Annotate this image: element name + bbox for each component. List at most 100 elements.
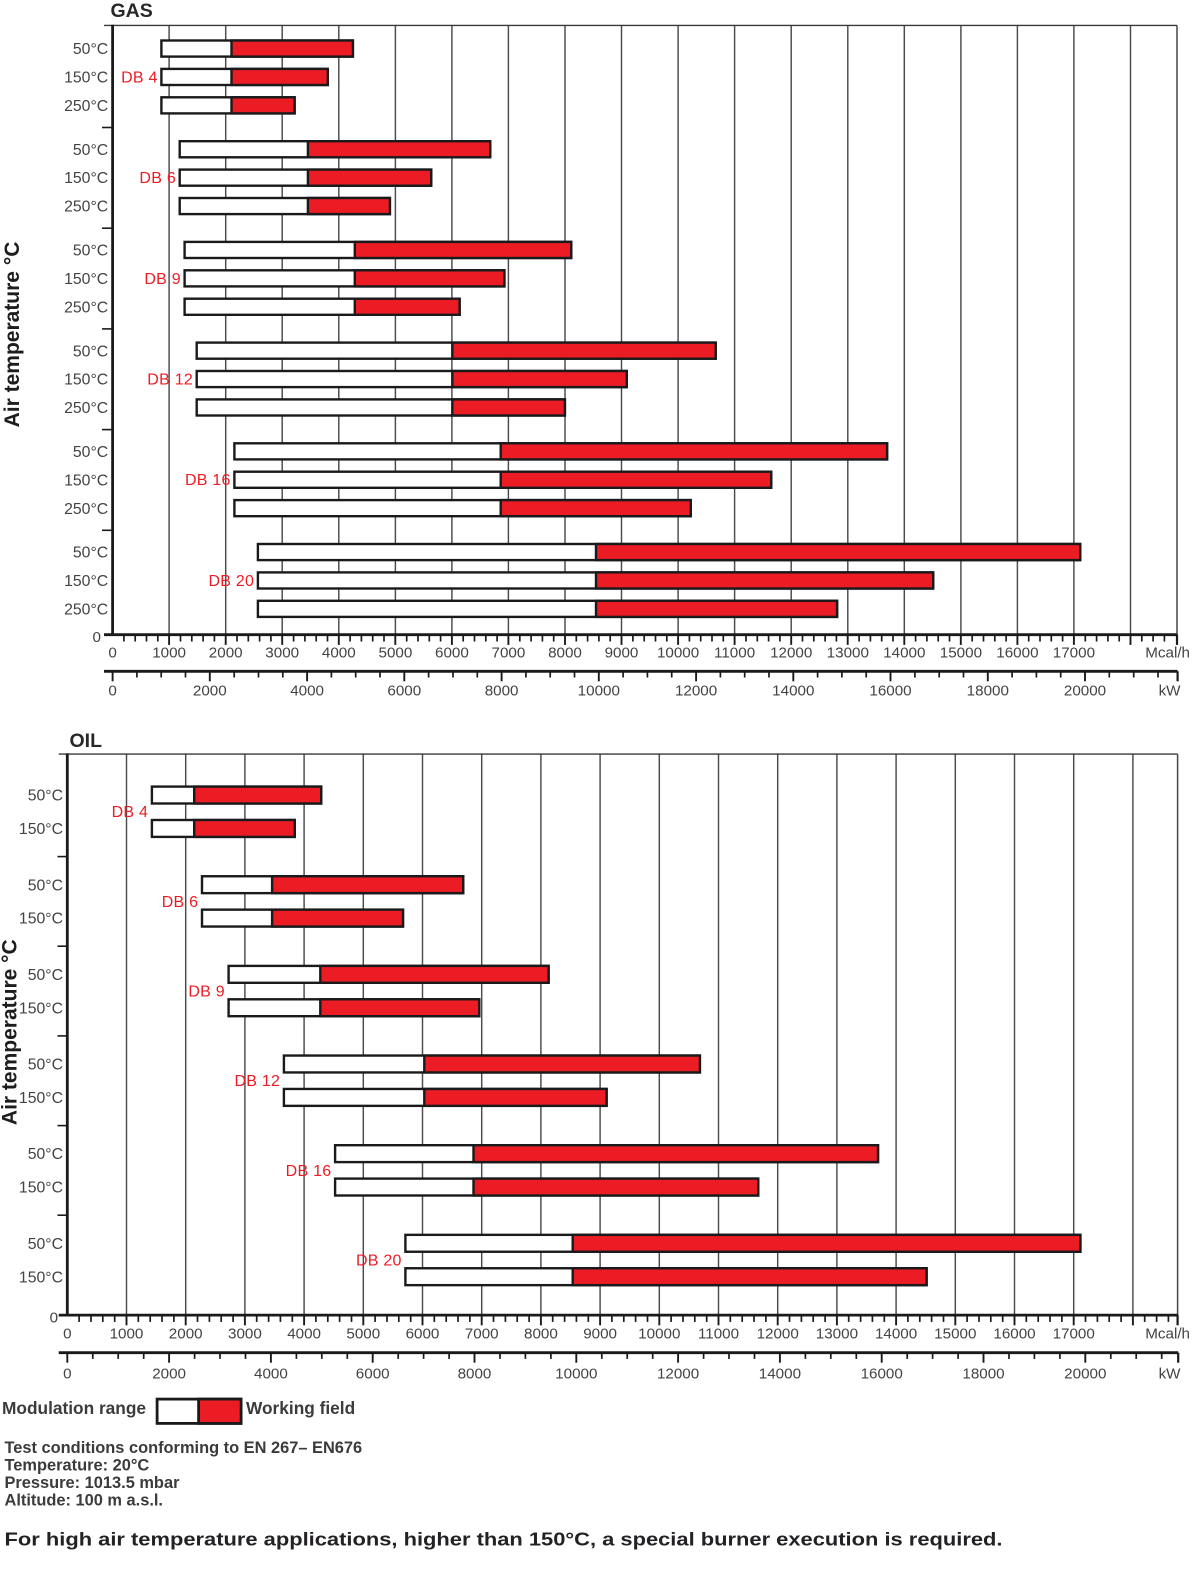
svg-text:4000: 4000 bbox=[322, 645, 356, 662]
svg-text:250°C: 250°C bbox=[64, 501, 108, 518]
svg-text:Mcal/h: Mcal/h bbox=[1145, 1326, 1190, 1343]
svg-text:50°C: 50°C bbox=[73, 545, 108, 562]
svg-text:17000: 17000 bbox=[1053, 645, 1095, 662]
svg-text:DB 4: DB 4 bbox=[121, 69, 158, 86]
svg-text:150°C: 150°C bbox=[19, 1090, 63, 1107]
svg-text:12000: 12000 bbox=[757, 1326, 799, 1343]
svg-text:For high air temperature appli: For high air temperature applications, h… bbox=[5, 1530, 1003, 1550]
svg-text:18000: 18000 bbox=[962, 1366, 1004, 1383]
svg-text:2000: 2000 bbox=[193, 683, 227, 700]
svg-text:9000: 9000 bbox=[605, 645, 639, 662]
svg-text:14000: 14000 bbox=[772, 683, 814, 700]
svg-text:50°C: 50°C bbox=[73, 343, 108, 360]
svg-text:1000: 1000 bbox=[152, 645, 186, 662]
svg-text:150°C: 150°C bbox=[19, 1269, 63, 1286]
svg-text:6000: 6000 bbox=[435, 645, 469, 662]
svg-text:Air temperature °C: Air temperature °C bbox=[0, 939, 21, 1125]
svg-text:kW: kW bbox=[1159, 683, 1182, 700]
svg-text:6000: 6000 bbox=[356, 1366, 390, 1383]
svg-text:2000: 2000 bbox=[169, 1326, 203, 1343]
svg-text:7000: 7000 bbox=[492, 645, 526, 662]
svg-text:150°C: 150°C bbox=[64, 170, 108, 187]
svg-text:4000: 4000 bbox=[290, 683, 324, 700]
svg-text:150°C: 150°C bbox=[64, 271, 108, 288]
svg-text:Working field: Working field bbox=[246, 1398, 355, 1418]
svg-text:6000: 6000 bbox=[387, 683, 421, 700]
svg-text:8000: 8000 bbox=[548, 645, 582, 662]
svg-text:OIL: OIL bbox=[70, 730, 103, 752]
svg-text:0: 0 bbox=[63, 1366, 71, 1383]
svg-text:0: 0 bbox=[108, 645, 116, 662]
svg-text:8000: 8000 bbox=[485, 683, 519, 700]
svg-text:4000: 4000 bbox=[254, 1366, 288, 1383]
svg-text:50°C: 50°C bbox=[28, 788, 63, 805]
svg-text:20000: 20000 bbox=[1064, 1366, 1106, 1383]
svg-text:3000: 3000 bbox=[228, 1326, 262, 1343]
svg-text:DB 16: DB 16 bbox=[185, 472, 231, 489]
svg-text:0: 0 bbox=[92, 629, 100, 646]
svg-text:16000: 16000 bbox=[861, 1366, 903, 1383]
svg-text:3000: 3000 bbox=[265, 645, 299, 662]
svg-text:14000: 14000 bbox=[883, 645, 925, 662]
svg-text:250°C: 250°C bbox=[64, 400, 108, 417]
svg-text:DB 9: DB 9 bbox=[144, 271, 181, 288]
svg-text:DB 16: DB 16 bbox=[286, 1163, 332, 1180]
svg-text:GAS: GAS bbox=[111, 0, 153, 22]
svg-text:11000: 11000 bbox=[698, 1326, 739, 1343]
svg-text:15000: 15000 bbox=[940, 645, 982, 662]
svg-text:250°C: 250°C bbox=[64, 199, 108, 216]
svg-text:150°C: 150°C bbox=[19, 821, 63, 838]
svg-text:150°C: 150°C bbox=[64, 573, 108, 590]
svg-text:15000: 15000 bbox=[934, 1326, 976, 1343]
svg-text:150°C: 150°C bbox=[64, 372, 108, 389]
svg-text:12000: 12000 bbox=[770, 645, 812, 662]
svg-text:0: 0 bbox=[63, 1326, 71, 1343]
svg-text:150°C: 150°C bbox=[19, 1180, 63, 1197]
svg-text:50°C: 50°C bbox=[73, 41, 108, 58]
svg-text:5000: 5000 bbox=[346, 1326, 380, 1343]
svg-text:10000: 10000 bbox=[638, 1326, 680, 1343]
svg-text:150°C: 150°C bbox=[19, 1000, 63, 1017]
svg-text:17000: 17000 bbox=[1053, 1326, 1095, 1343]
svg-text:250°C: 250°C bbox=[64, 299, 108, 316]
svg-text:DB 9: DB 9 bbox=[188, 984, 225, 1001]
svg-text:16000: 16000 bbox=[869, 683, 911, 700]
svg-text:13000: 13000 bbox=[827, 645, 869, 662]
svg-text:50°C: 50°C bbox=[73, 142, 108, 159]
svg-text:DB 12: DB 12 bbox=[147, 372, 193, 389]
svg-text:DB 12: DB 12 bbox=[234, 1073, 280, 1090]
svg-text:10000: 10000 bbox=[555, 1366, 597, 1383]
svg-text:50°C: 50°C bbox=[28, 967, 63, 984]
svg-text:50°C: 50°C bbox=[73, 444, 108, 461]
svg-text:50°C: 50°C bbox=[28, 1057, 63, 1074]
svg-text:5000: 5000 bbox=[379, 645, 413, 662]
svg-text:8000: 8000 bbox=[524, 1326, 558, 1343]
svg-text:DB 6: DB 6 bbox=[139, 170, 176, 187]
svg-text:DB 6: DB 6 bbox=[162, 894, 199, 911]
svg-text:12000: 12000 bbox=[657, 1366, 699, 1383]
svg-text:8000: 8000 bbox=[458, 1366, 492, 1383]
svg-text:Altitude: 100 m a.s.l.: Altitude: 100 m a.s.l. bbox=[5, 1492, 164, 1510]
svg-text:Pressure: 1013.5 mbar: Pressure: 1013.5 mbar bbox=[5, 1474, 181, 1492]
svg-text:DB 20: DB 20 bbox=[208, 573, 254, 590]
svg-text:16000: 16000 bbox=[996, 645, 1038, 662]
svg-text:DB 4: DB 4 bbox=[112, 804, 149, 821]
svg-text:Mcal/h: Mcal/h bbox=[1145, 645, 1190, 662]
svg-text:1000: 1000 bbox=[110, 1326, 144, 1343]
svg-text:Test conditions conforming to: Test conditions conforming to EN 267– EN… bbox=[5, 1439, 363, 1457]
svg-text:10000: 10000 bbox=[657, 645, 699, 662]
svg-text:6000: 6000 bbox=[406, 1326, 440, 1343]
svg-text:9000: 9000 bbox=[583, 1326, 617, 1343]
svg-text:DB 20: DB 20 bbox=[356, 1253, 402, 1270]
svg-text:0: 0 bbox=[50, 1309, 58, 1326]
svg-text:4000: 4000 bbox=[287, 1326, 321, 1343]
svg-text:10000: 10000 bbox=[578, 683, 620, 700]
svg-text:kW: kW bbox=[1159, 1366, 1182, 1383]
svg-text:150°C: 150°C bbox=[19, 911, 63, 928]
svg-text:18000: 18000 bbox=[967, 683, 1009, 700]
svg-text:50°C: 50°C bbox=[28, 1146, 63, 1163]
svg-text:20000: 20000 bbox=[1064, 683, 1106, 700]
svg-text:12000: 12000 bbox=[675, 683, 717, 700]
svg-text:150°C: 150°C bbox=[64, 70, 108, 87]
svg-text:7000: 7000 bbox=[465, 1326, 499, 1343]
